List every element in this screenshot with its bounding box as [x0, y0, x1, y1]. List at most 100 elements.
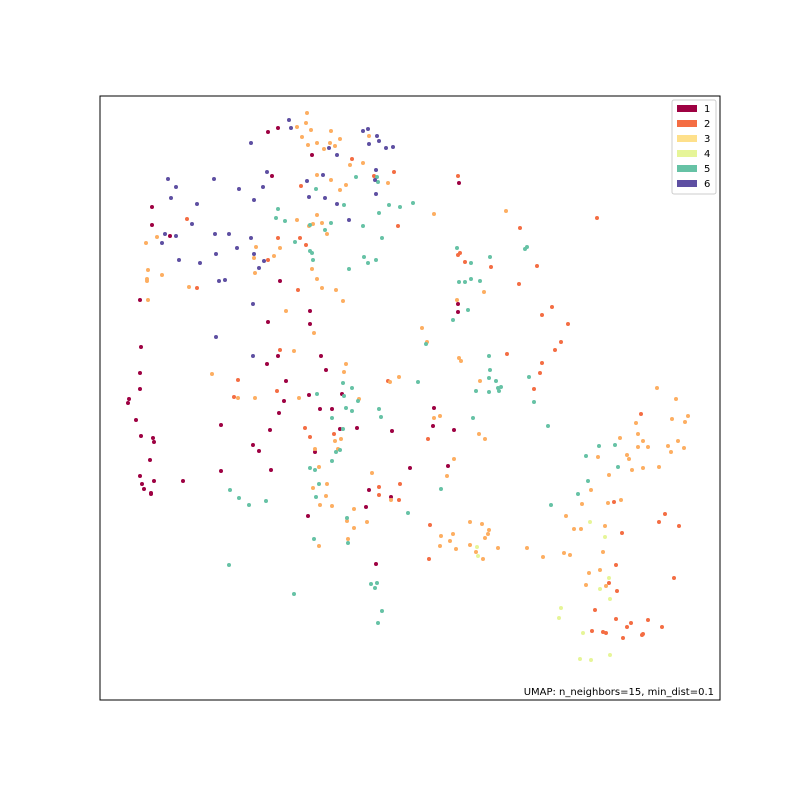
- point-series-2-41: [540, 361, 544, 365]
- point-series-2-31: [398, 482, 402, 486]
- legend-swatch-3: [677, 135, 697, 142]
- point-series-3-25: [325, 482, 329, 486]
- point-series-3-90: [310, 267, 314, 271]
- point-series-1-4: [168, 234, 172, 238]
- point-series-2-57: [614, 617, 618, 621]
- point-series-1-16: [140, 482, 144, 486]
- point-series-3-70: [674, 397, 678, 401]
- point-series-2-52: [660, 625, 664, 629]
- point-series-1-12: [126, 401, 130, 405]
- point-series-3-48: [603, 524, 607, 528]
- point-series-5-20: [276, 207, 280, 211]
- point-series-1-5: [150, 223, 154, 227]
- point-series-5-45: [312, 537, 316, 541]
- point-series-5-50: [227, 563, 231, 567]
- point-series-2-9: [296, 288, 300, 292]
- point-series-5-49: [247, 503, 251, 507]
- point-series-1-32: [319, 354, 323, 358]
- point-series-5-63: [338, 448, 342, 452]
- point-series-3-91: [315, 277, 319, 281]
- point-series-2-33: [377, 485, 381, 489]
- point-series-4-12: [476, 554, 480, 558]
- point-series-1-0: [266, 130, 270, 134]
- legend-label-6: 6: [704, 179, 710, 190]
- point-series-5-30: [478, 279, 482, 283]
- point-series-1-9: [138, 371, 142, 375]
- point-series-3-103: [448, 539, 452, 543]
- point-series-1-49: [432, 406, 436, 410]
- point-series-5-36: [424, 342, 428, 346]
- point-series-1-36: [308, 322, 312, 326]
- point-series-5-76: [586, 479, 590, 483]
- point-series-4-1: [581, 631, 585, 635]
- point-series-1-55: [374, 562, 378, 566]
- point-series-2-43: [639, 412, 643, 416]
- point-series-3-45: [481, 557, 485, 561]
- point-series-5-55: [406, 511, 410, 515]
- point-series-3-61: [630, 468, 634, 472]
- point-series-6-21: [177, 258, 181, 262]
- point-series-3-85: [496, 546, 500, 550]
- point-series-2-53: [646, 618, 650, 622]
- point-series-5-90: [499, 385, 503, 389]
- point-series-2-19: [518, 226, 522, 230]
- point-series-2-10: [304, 243, 308, 247]
- point-series-1-10: [138, 387, 142, 391]
- point-series-6-24: [160, 241, 164, 245]
- point-series-5-70: [330, 416, 334, 420]
- point-series-3-56: [627, 457, 631, 461]
- point-series-2-27: [532, 387, 536, 391]
- point-series-5-34: [466, 308, 470, 312]
- point-series-3-114: [252, 256, 256, 260]
- point-series-6-42: [327, 146, 331, 150]
- point-series-3-97: [344, 362, 348, 366]
- point-series-1-7: [138, 298, 142, 302]
- point-series-5-81: [546, 424, 550, 428]
- point-series-5-7: [362, 255, 366, 259]
- point-series-2-59: [601, 630, 605, 634]
- point-series-6-47: [374, 168, 378, 172]
- point-series-6-7: [323, 196, 327, 200]
- point-series-2-44: [612, 500, 616, 504]
- point-series-3-13: [438, 414, 442, 418]
- point-series-2-34: [397, 498, 401, 502]
- point-series-5-86: [471, 416, 475, 420]
- point-series-3-31: [297, 396, 301, 400]
- point-series-3-130: [367, 134, 371, 138]
- legend-swatch-2: [677, 120, 697, 127]
- point-series-5-42: [308, 466, 312, 470]
- point-series-3-80: [584, 583, 588, 587]
- legend-swatch-6: [677, 180, 697, 187]
- point-series-1-15: [151, 436, 155, 440]
- point-series-5-4: [347, 267, 351, 271]
- legend-swatch-1: [677, 105, 697, 112]
- point-series-3-141: [144, 241, 148, 245]
- point-series-2-36: [463, 260, 467, 264]
- point-series-6-5: [335, 153, 339, 157]
- point-series-3-0: [304, 121, 308, 125]
- point-series-5-38: [350, 409, 354, 413]
- point-series-3-83: [541, 555, 545, 559]
- point-series-3-136: [155, 235, 159, 239]
- point-series-3-9: [504, 209, 508, 213]
- point-series-4-11: [475, 545, 479, 549]
- point-series-4-6: [557, 616, 561, 620]
- point-series-3-62: [636, 445, 640, 449]
- point-series-2-56: [615, 589, 619, 593]
- point-series-6-0: [361, 129, 365, 133]
- point-series-5-75: [616, 465, 620, 469]
- point-series-5-44: [314, 495, 318, 499]
- point-series-1-37: [307, 393, 311, 397]
- point-series-5-89: [497, 389, 501, 393]
- point-series-5-23: [380, 236, 384, 240]
- point-series-5-64: [334, 450, 338, 454]
- point-series-4-10: [603, 535, 607, 539]
- point-series-3-24: [324, 494, 328, 498]
- point-series-3-76: [666, 444, 670, 448]
- point-series-6-37: [251, 354, 255, 358]
- point-series-3-139: [146, 298, 150, 302]
- point-series-5-47: [228, 488, 232, 492]
- point-series-1-60: [257, 449, 261, 453]
- point-series-3-2: [300, 135, 304, 139]
- point-series-5-91: [487, 376, 491, 380]
